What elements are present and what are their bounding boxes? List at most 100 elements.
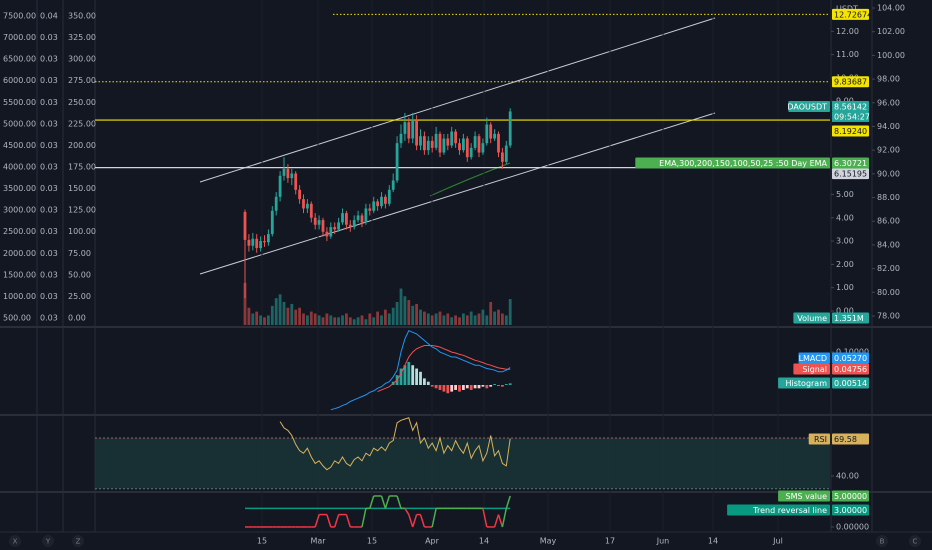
- volume-bar: [302, 313, 305, 325]
- candle-body: [356, 215, 360, 221]
- volume-bar: [325, 313, 329, 325]
- candle-body: [360, 215, 364, 223]
- histogram-bar: [434, 385, 438, 389]
- histogram-bar: [485, 385, 489, 389]
- volume-bar: [376, 311, 379, 325]
- left-scale-label: 0.03: [40, 163, 58, 172]
- candle-body: [267, 234, 270, 243]
- histogram-bar: [450, 385, 454, 392]
- price-badge-label: 5.00000: [834, 492, 867, 501]
- candle-body: [458, 143, 461, 151]
- candle-body: [501, 152, 504, 162]
- y2-tick-label: 78.00: [877, 312, 900, 321]
- candle-body: [481, 143, 485, 153]
- candle-body: [243, 211, 247, 240]
- time-axis-label: Jun: [656, 537, 670, 546]
- sms-segment: [345, 514, 352, 528]
- sms-segment: [411, 514, 418, 528]
- candle-body: [270, 210, 274, 235]
- price-badge: [832, 100, 869, 112]
- left-scale-label: 200.00: [68, 141, 96, 150]
- price-badge-label: 12.72674: [834, 10, 872, 19]
- y-tick-label: 3.00: [836, 237, 854, 246]
- price-badge-label: 0.04756: [834, 365, 867, 374]
- left-scale-label: 6000.00: [3, 76, 36, 85]
- sms-segment: [404, 507, 410, 515]
- candle-body: [352, 220, 356, 228]
- volume-bar: [477, 313, 481, 325]
- price-badge: [832, 363, 869, 375]
- histogram-bar: [508, 383, 512, 386]
- volume-bar: [348, 317, 352, 325]
- y-tick-label: 0.10000: [836, 348, 869, 357]
- price-badge-label: 9.83687: [834, 78, 867, 87]
- sms-segment: [380, 495, 387, 509]
- series-line: [330, 329, 511, 411]
- left-scale-label: 150.00: [68, 184, 96, 193]
- candle-body: [395, 143, 399, 181]
- sms-segment: [419, 514, 426, 528]
- candle-body: [462, 138, 465, 151]
- volume-bar: [317, 315, 321, 325]
- histogram-bar: [426, 381, 430, 386]
- candle-body: [309, 203, 313, 218]
- candle-body: [450, 131, 454, 146]
- sms-segment: [326, 514, 332, 528]
- y-tick-label: 2.00: [836, 260, 854, 269]
- volume-bar: [504, 315, 508, 325]
- candle-body: [321, 220, 325, 232]
- y2-tick-label: 102.00: [877, 27, 905, 36]
- time-axis-label: Mar: [310, 537, 326, 546]
- histogram-bar: [446, 385, 450, 394]
- volume-bar: [489, 302, 493, 325]
- candle-body: [454, 131, 457, 144]
- candle-body: [384, 196, 387, 204]
- series-line: [279, 417, 511, 471]
- left-scale-label: 0.00: [68, 314, 86, 323]
- name-badge: [778, 490, 830, 502]
- y2-tick-label: 94.00: [877, 122, 900, 131]
- corner-label: Z: [76, 538, 81, 546]
- candle-body: [485, 124, 489, 144]
- histogram-bar: [469, 385, 473, 390]
- candle-body: [504, 145, 508, 162]
- volume-bar: [469, 311, 473, 325]
- volume-bar: [333, 317, 337, 325]
- corner-button: [876, 535, 888, 547]
- sms-segment: [314, 514, 320, 528]
- price-badge: [832, 504, 869, 516]
- histogram-bar: [477, 385, 481, 389]
- left-scale-label: 250.00: [68, 98, 96, 107]
- volume-bar: [306, 315, 309, 325]
- sms-segment: [333, 514, 340, 528]
- volume-bar: [298, 307, 301, 325]
- histogram-bar: [462, 385, 465, 390]
- volume-bar: [430, 315, 434, 325]
- y2-tick-label: 92.00: [877, 146, 900, 155]
- y-tick-label: 12.00: [836, 27, 859, 36]
- name-badge-label: EMA,300,200,150,100,50,25 :50 Day EMA: [659, 159, 827, 168]
- left-scale-label: 225.00: [68, 119, 96, 128]
- price-badge-label: 8.19240: [834, 127, 867, 136]
- candle-body: [306, 203, 309, 209]
- candle-body: [430, 140, 434, 148]
- left-scale-label: 0.03: [40, 119, 58, 128]
- histogram-bar: [501, 385, 504, 387]
- candle-body: [442, 138, 446, 153]
- histogram-bar: [399, 368, 403, 386]
- histogram-bar: [454, 385, 457, 390]
- volume-bar: [282, 302, 286, 325]
- volume-bar: [462, 313, 465, 325]
- volume-bar: [423, 311, 426, 325]
- volume-bar: [360, 315, 364, 325]
- candle-body: [290, 173, 294, 179]
- histogram-bar: [481, 385, 485, 387]
- y-tick-label: 0.00: [836, 307, 854, 316]
- candle-body: [438, 133, 442, 153]
- volume-bar: [337, 317, 340, 325]
- sms-segment: [482, 508, 488, 528]
- y-tick-label: 40.00: [836, 472, 859, 481]
- histogram-bar: [411, 365, 415, 386]
- y2-tick-label: 96.00: [877, 98, 900, 107]
- candle-body: [255, 238, 259, 249]
